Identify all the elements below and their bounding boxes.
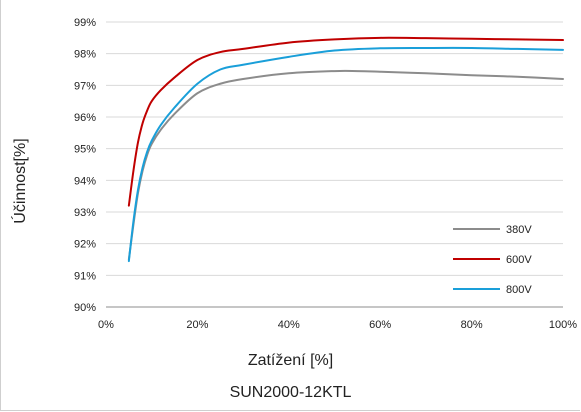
legend: 380V 600V 800V [453, 224, 532, 296]
legend-label-800V: 800V [506, 284, 532, 296]
series-line-600V [127, 36, 564, 207]
y-tick-labels: 90% 91% 92% 93% 94% 95% 96% 97% 98% 99% [74, 17, 96, 314]
series-line-380V [127, 69, 564, 261]
x-tick-labels: 0% 20% 40% 60% 80% 100% [98, 319, 577, 331]
x-tick-label: 0% [98, 319, 114, 331]
y-tick-label: 95% [74, 144, 96, 156]
y-tick-label: 92% [74, 239, 96, 251]
y-tick-label: 98% [74, 49, 96, 61]
x-tick-label: 60% [369, 319, 391, 331]
y-tick-label: 99% [74, 17, 96, 29]
y-tick-label: 94% [74, 175, 96, 187]
grid [106, 21, 563, 308]
x-tick-label: 40% [278, 319, 300, 331]
y-tick-label: 96% [74, 112, 96, 124]
y-tick-label: 97% [74, 80, 96, 92]
legend-label-380V: 380V [506, 224, 532, 236]
y-tick-label: 91% [74, 270, 96, 282]
y-tick-label: 93% [74, 207, 96, 219]
series-line-800V [127, 46, 564, 263]
x-tick-label: 80% [461, 319, 483, 331]
legend-label-600V: 600V [506, 254, 532, 266]
x-tick-label: 100% [549, 319, 577, 331]
chart-title: SUN2000-12KTL [229, 384, 352, 401]
y-tick-label: 90% [74, 302, 96, 314]
series-lines [127, 36, 564, 263]
x-axis-label: Zatížení [%] [247, 352, 334, 369]
x-tick-label: 20% [186, 319, 208, 331]
y-axis-label: Účinnost[%] [12, 138, 29, 224]
